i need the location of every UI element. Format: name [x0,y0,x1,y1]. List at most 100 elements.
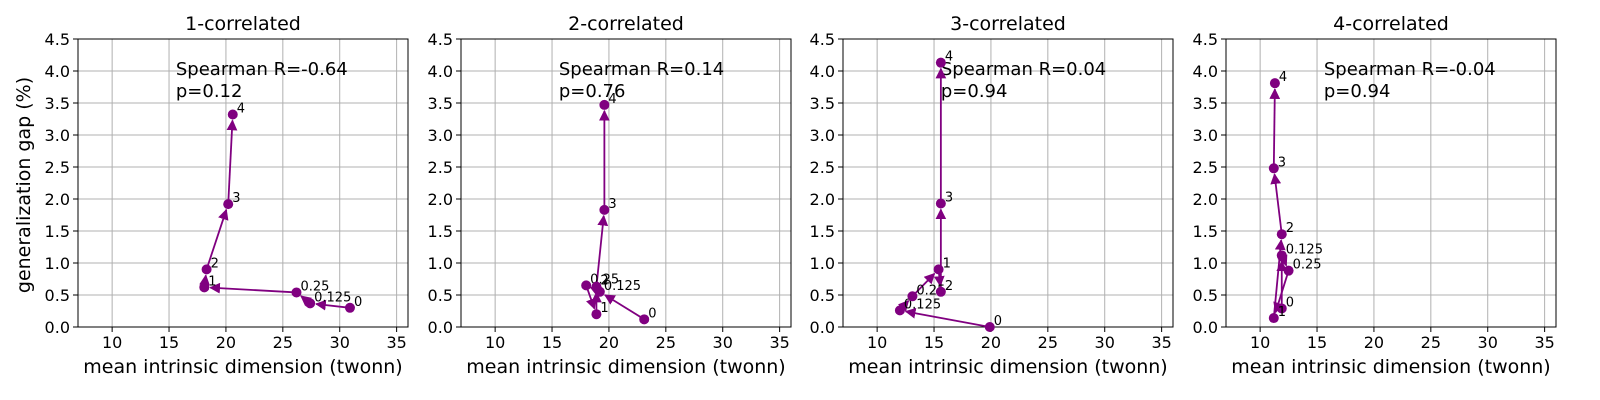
x-tick-label: 10 [1250,333,1270,352]
y-tick-label: 4.5 [810,30,835,49]
point-label: 1 [208,274,216,289]
trajectory-arrow [1269,88,1281,169]
data-point [1276,229,1287,240]
chart-panel-3: 10 15 20 25 30 350.00.51.01.52.02.53.03.54.04… [810,13,1174,378]
point-label: 4 [608,92,616,107]
y-tick-label: 2.0 [428,190,453,209]
point-label: 0 [994,314,1002,329]
point-label: 0.25 [300,279,329,294]
point-label: 1 [600,301,608,316]
y-tick-label: 1.5 [428,222,453,241]
x-tick-label: 15 [1307,333,1327,352]
point-label: 2 [1286,221,1294,236]
chart-title: 2-correlated [568,13,684,35]
y-tick-label: 4.0 [45,62,70,81]
y-tick-label: 1.5 [45,222,70,241]
data-point [305,298,316,309]
plot-frame [1225,38,1557,328]
y-tick-label: 3.0 [428,126,453,145]
point-label: 2 [945,279,953,294]
y-tick-label: 3.0 [810,126,835,145]
data-point [894,305,905,316]
y-tick-label: 3.5 [45,94,70,113]
point-label: 3 [1278,155,1286,170]
p-value-annotation: p=0.94 [1324,81,1391,102]
y-tick-label: 1.5 [1193,222,1218,241]
trajectory-arrow [911,272,936,297]
spearman-annotation: Spearman R=-0.64 [176,59,348,80]
data-point [599,99,610,110]
x-tick-label: 30 [330,333,350,352]
x-tick-label: 15 [542,333,562,352]
trajectory-arrow [209,282,297,294]
spearman-annotation: Spearman R=0.04 [941,59,1106,80]
point-label: 4 [945,50,953,65]
data-point [935,286,946,297]
x-tick-label: 20 [1364,333,1384,352]
y-tick-label: 0.5 [1193,286,1218,305]
y-tick-label: 2.0 [45,190,70,209]
point-label: 2 [211,256,219,271]
data-point [599,204,610,215]
y-tick-label: 1.0 [810,254,835,273]
chart-panel-1: 10 15 20 25 30 350.00.51.01.52.02.53.03.54.04… [45,13,409,378]
plot-frame [77,38,409,328]
point-label: 0 [1286,295,1294,310]
y-tick-label: 0.5 [810,286,835,305]
point-label: 3 [945,190,953,205]
x-tick-label: 10 [485,333,505,352]
data-point [1283,265,1294,276]
y-tick-label: 4.0 [810,62,835,81]
y-tick-label: 2.0 [1193,190,1218,209]
point-label: 4 [1279,70,1287,85]
x-tick-label: 25 [656,333,676,352]
data-point [935,198,946,209]
x-tick-label: 30 [713,333,733,352]
x-tick-label: 25 [1421,333,1441,352]
data-point [227,109,238,120]
data-point [933,264,944,275]
y-tick-label: 4.5 [45,30,70,49]
point-label: 1 [943,256,951,271]
trajectory-arrow [904,307,990,328]
y-tick-label: 1.0 [428,254,453,273]
plot-frame [842,38,1174,328]
spearman-annotation: Spearman R=0.14 [559,59,724,80]
data-point [935,57,946,68]
y-tick-label: 2.5 [1193,158,1218,177]
trajectory-arrow [604,294,645,321]
point-label: 0.25 [1293,258,1322,273]
x-tick-label: 10 [867,333,887,352]
x-tick-label: 10 [102,333,122,352]
data-point [581,280,592,291]
chart-panel-4: 10 15 20 25 30 350.00.51.01.52.02.53.03.54.04… [1193,13,1557,378]
figure-ylabel: generalization gap (%) [13,77,35,293]
x-tick-label: 30 [1095,333,1115,352]
trajectory-arrow [1270,173,1283,235]
p-value-annotation: p=0.94 [941,81,1008,102]
data-point [223,199,234,210]
y-tick-label: 2.5 [428,158,453,177]
point-label: 0.125 [1286,242,1323,257]
y-tick-label: 0.0 [810,318,835,337]
x-tick-label: 20 [981,333,1001,352]
y-tick-label: 3.0 [45,126,70,145]
trajectory-arrow [315,299,351,311]
y-tick-label: 0.5 [45,286,70,305]
y-tick-label: 0.0 [1193,318,1218,337]
trajectory-arrow [1273,270,1290,314]
y-tick-label: 4.0 [1193,62,1218,81]
point-label: 0.125 [314,290,351,305]
panels: 10 15 20 25 30 350.00.51.01.52.02.53.03.54.04… [45,13,1557,378]
y-tick-label: 2.0 [810,190,835,209]
point-label: 1 [1278,305,1286,320]
point-label: 0 [354,295,362,310]
point-label: 0.125 [604,279,641,294]
chart-title: 1-correlated [185,13,301,35]
y-tick-label: 1.0 [1193,254,1218,273]
trajectory-arrow [595,214,609,287]
y-tick-label: 3.0 [1193,126,1218,145]
x-tick-label: 35 [1151,333,1171,352]
y-tick-label: 4.5 [428,30,453,49]
